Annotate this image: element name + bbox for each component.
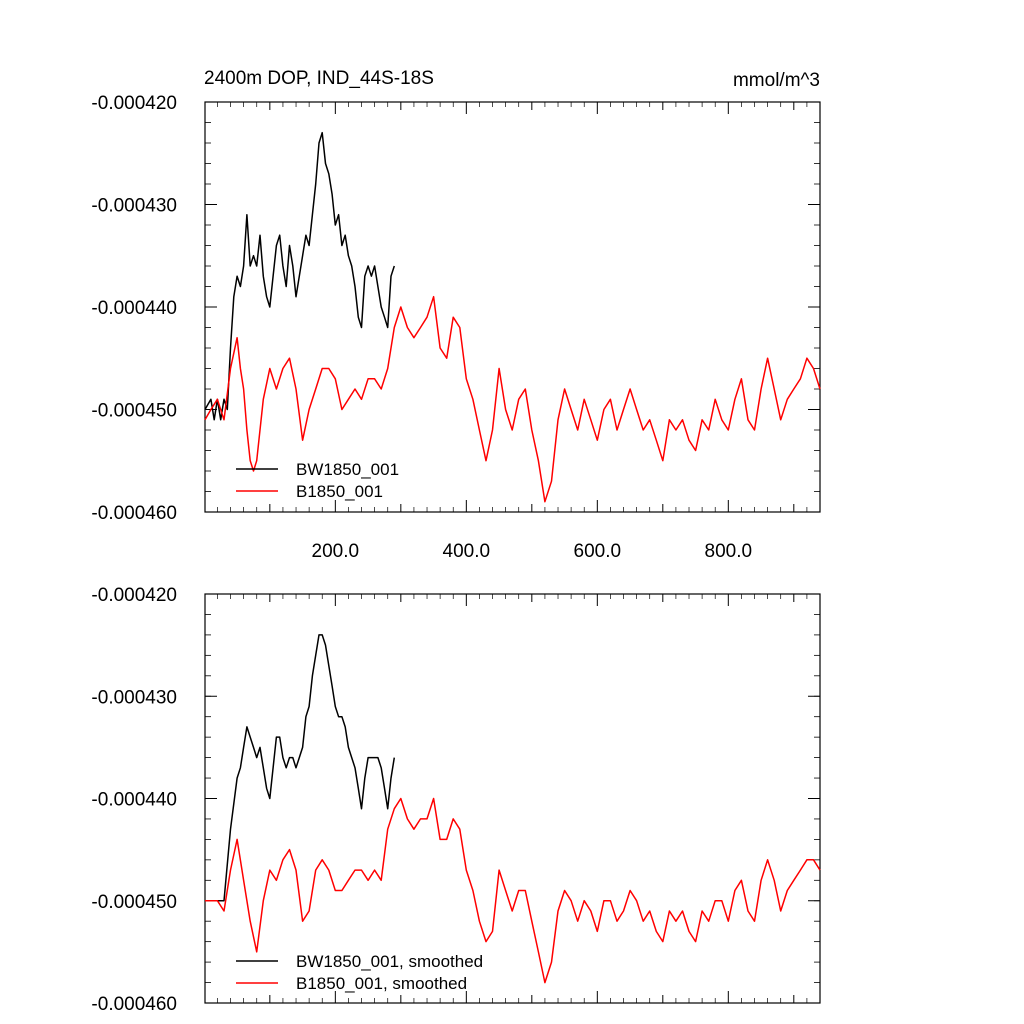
legend-label: BW1850_001 <box>296 460 399 479</box>
plot-frame <box>204 101 821 513</box>
x-tick-label: 600.0 <box>574 541 622 562</box>
series-line-red <box>204 295 821 503</box>
x-tick-label: 200.0 <box>312 541 360 562</box>
legend-label: B1850_001, smoothed <box>296 974 467 993</box>
series-line-red <box>205 797 821 984</box>
plot-frame <box>204 593 821 1004</box>
y-tick-label: -0.000460 <box>91 994 177 1015</box>
units-label: mmol/m^3 <box>733 70 820 91</box>
figure-title: 2400m DOP, IND_44S-18S <box>204 68 434 89</box>
panel-smoothed: -0.000420 -0.000430 -0.000440 -0.000450 -0.0… <box>91 585 821 1015</box>
y-tick-label: -0.000420 <box>91 93 177 114</box>
x-tick-label: 800.0 <box>705 541 753 562</box>
y-tick-label: -0.000430 <box>91 196 177 217</box>
y-tick-label: -0.000420 <box>91 585 177 606</box>
y-tick-label: -0.000430 <box>91 687 177 708</box>
y-tick-label: -0.000450 <box>91 892 177 913</box>
y-tick-label: -0.000440 <box>91 790 177 811</box>
y-tick-label: -0.000460 <box>91 503 177 524</box>
series-line-black <box>205 634 396 902</box>
legend-label: B1850_001 <box>296 482 383 501</box>
panel-raw: -0.000420 -0.000430 -0.000440 -0.000450 -0.0… <box>91 93 821 562</box>
x-tick-label: 400.0 <box>443 541 491 562</box>
y-tick-label: -0.000440 <box>91 298 177 319</box>
series-line-black <box>204 131 396 421</box>
legend-label: BW1850_001, smoothed <box>296 952 483 971</box>
y-tick-label: -0.000450 <box>91 401 177 422</box>
